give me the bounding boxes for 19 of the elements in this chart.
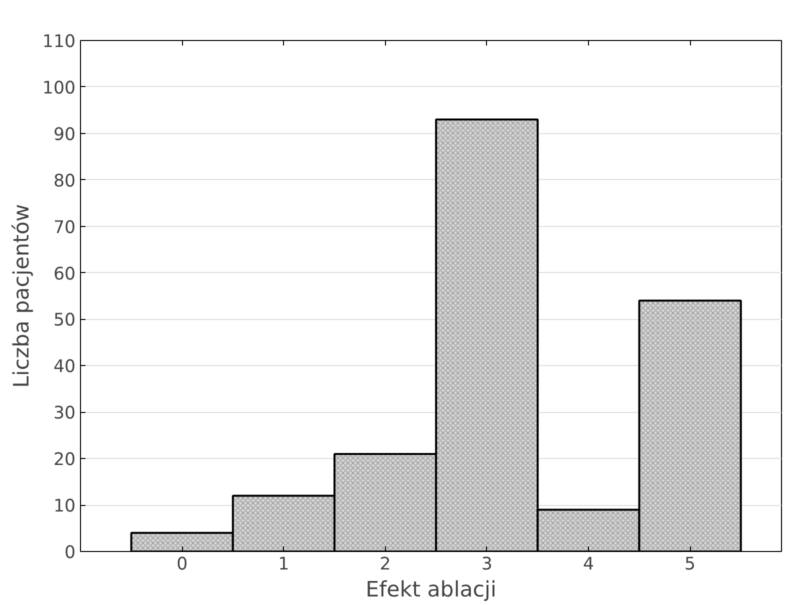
x-tick-label: 4 — [582, 554, 594, 574]
x-tick-label: 0 — [176, 554, 188, 574]
y-tick-label: 110 — [42, 32, 76, 52]
y-tick-label: 80 — [53, 171, 76, 192]
y-tick-label: 50 — [53, 310, 76, 331]
y-tick-label: 100 — [42, 78, 76, 98]
y-tick-label: 40 — [53, 357, 76, 378]
y-tick-label: 60 — [53, 264, 76, 284]
y-tick-label: 20 — [53, 450, 76, 470]
y-tick-label: 30 — [53, 404, 76, 424]
y-tick-label: 90 — [53, 124, 76, 145]
x-tick-label: 1 — [278, 554, 290, 574]
x-tick-label: 5 — [684, 554, 696, 574]
y-axis-title: Liczba pacjentów — [9, 204, 34, 388]
x-axis-title: Efekt ablacji — [366, 578, 496, 602]
y-tick-label: 10 — [53, 496, 76, 517]
x-tick-label: 3 — [481, 554, 492, 574]
x-tick-label: 2 — [380, 554, 391, 574]
y-tick-label: 70 — [53, 218, 76, 238]
